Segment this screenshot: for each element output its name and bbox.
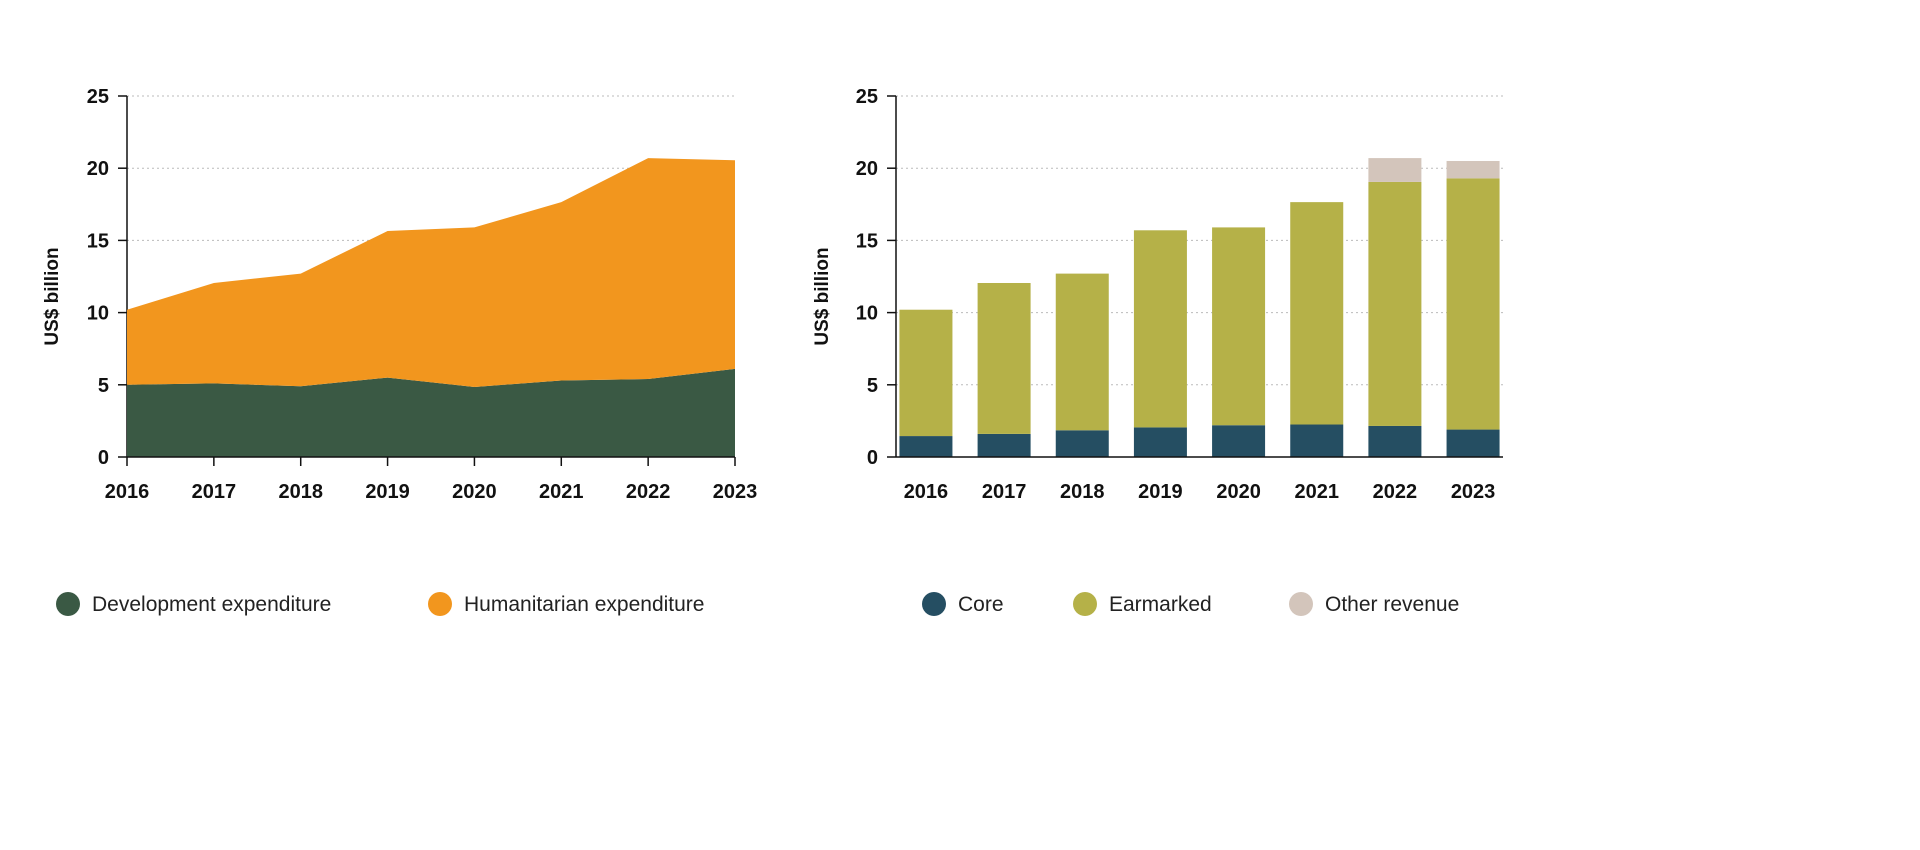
legend-marker xyxy=(1073,592,1097,616)
x-tick-label: 2021 xyxy=(539,481,584,503)
legend-label: Earmarked xyxy=(1109,593,1212,616)
legend-marker xyxy=(1289,592,1313,616)
bar-core xyxy=(1368,425,1422,457)
area-humanitarian-expenditure xyxy=(127,158,735,387)
x-tick-label: 2019 xyxy=(1138,481,1183,503)
bar-other-revenue xyxy=(1446,160,1500,179)
bar-earmarked xyxy=(1133,230,1187,428)
y-tick-label: 0 xyxy=(867,447,878,469)
x-tick-label: 2020 xyxy=(452,481,497,503)
bar-core xyxy=(1446,429,1500,457)
legend-label: Core xyxy=(958,593,1004,616)
bar-core xyxy=(1133,427,1187,457)
x-tick-label: 2016 xyxy=(105,481,150,503)
x-tick-label: 2017 xyxy=(982,481,1027,503)
area-development-expenditure xyxy=(127,368,735,457)
y-tick-label: 20 xyxy=(87,158,109,180)
bar-other-revenue xyxy=(1368,158,1422,182)
bar-core xyxy=(1212,425,1266,457)
bar-core xyxy=(1290,424,1344,457)
y-tick-label: 15 xyxy=(856,230,878,252)
x-tick-label: 2019 xyxy=(365,481,410,503)
y-tick-label: 25 xyxy=(856,86,878,108)
bar-core xyxy=(977,433,1031,457)
bar-earmarked xyxy=(899,309,953,437)
x-tick-label: 2018 xyxy=(278,481,323,503)
legend-label: Humanitarian expenditure xyxy=(464,593,704,616)
y-tick-label: 5 xyxy=(867,375,878,397)
bar-earmarked xyxy=(1446,178,1500,430)
x-tick-label: 2023 xyxy=(713,481,758,503)
y-axis-label: US$ billion xyxy=(812,247,833,345)
bar-core xyxy=(899,436,953,457)
y-tick-label: 0 xyxy=(98,447,109,469)
bar-earmarked xyxy=(1055,273,1109,431)
x-tick-label: 2020 xyxy=(1216,481,1261,503)
bar-core xyxy=(1055,430,1109,457)
y-axis-label: US$ billion xyxy=(42,247,63,345)
bar-earmarked xyxy=(977,282,1031,434)
legend-marker xyxy=(922,592,946,616)
legend-marker xyxy=(428,592,452,616)
y-tick-label: 25 xyxy=(87,86,109,108)
x-tick-label: 2016 xyxy=(904,481,949,503)
x-tick-label: 2021 xyxy=(1294,481,1339,503)
x-tick-label: 2022 xyxy=(626,481,671,503)
y-tick-label: 10 xyxy=(856,303,878,325)
bar-earmarked xyxy=(1368,181,1422,426)
x-tick-label: 2017 xyxy=(192,481,237,503)
x-tick-label: 2022 xyxy=(1373,481,1418,503)
legend-label: Development expenditure xyxy=(92,593,331,616)
legend-label: Other revenue xyxy=(1325,593,1459,616)
x-tick-label: 2018 xyxy=(1060,481,1105,503)
bar-earmarked xyxy=(1212,227,1266,426)
legend-marker xyxy=(56,592,80,616)
y-tick-label: 15 xyxy=(87,230,109,252)
y-tick-label: 5 xyxy=(98,375,109,397)
y-tick-label: 10 xyxy=(87,303,109,325)
bar-earmarked xyxy=(1290,202,1344,425)
x-tick-label: 2023 xyxy=(1451,481,1496,503)
y-tick-label: 20 xyxy=(856,158,878,180)
